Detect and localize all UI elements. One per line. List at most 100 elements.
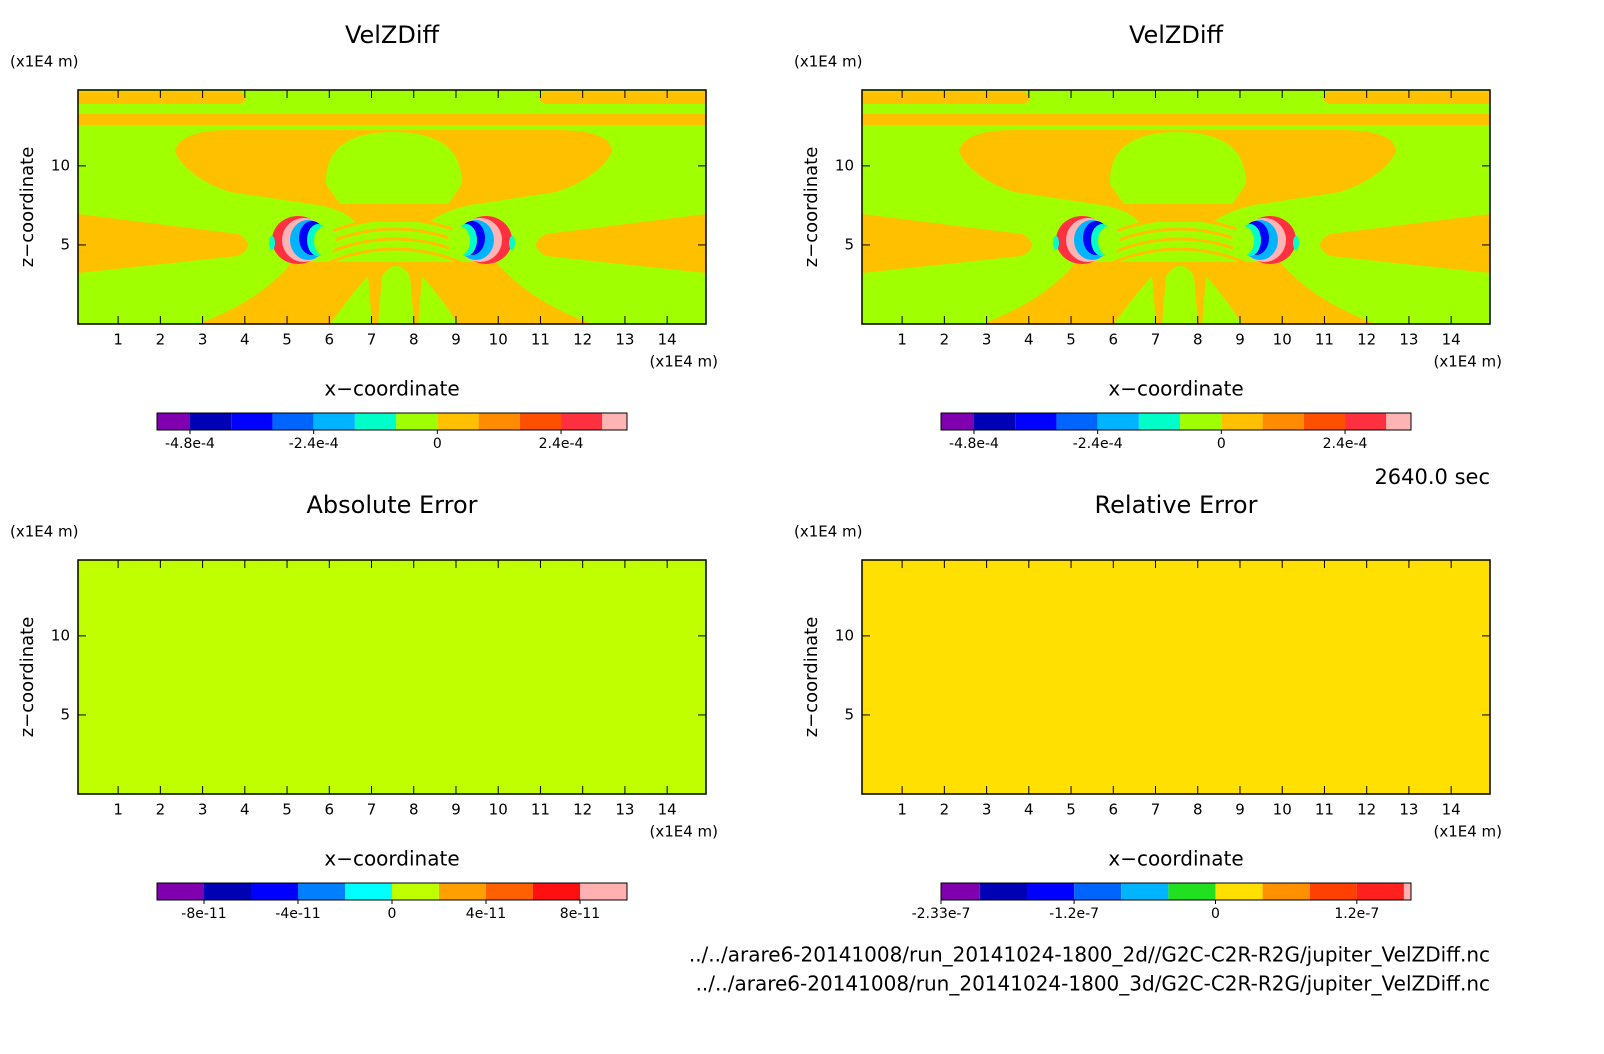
contour-line xyxy=(329,217,461,234)
y-unit: (x1E4 m) xyxy=(794,523,863,541)
contour-region xyxy=(1232,226,1254,256)
contour-region xyxy=(1114,276,1156,324)
contour-region xyxy=(448,226,470,256)
colorbar-box xyxy=(157,413,190,430)
colorbar-box xyxy=(602,413,627,430)
colorbar-box xyxy=(1303,413,1346,430)
x-tick-label: 8 xyxy=(1193,801,1203,819)
contour-region xyxy=(1053,236,1059,250)
contour-region xyxy=(862,92,1030,104)
x-tick-label: 1 xyxy=(897,331,907,349)
x-axis-label: x−coordinate xyxy=(324,847,459,871)
contour-region xyxy=(1202,276,1242,324)
colorbar-box xyxy=(1121,883,1169,900)
contour-region xyxy=(78,92,246,104)
contour-region xyxy=(418,276,458,324)
contour-field xyxy=(862,90,1490,324)
contour-line xyxy=(329,247,461,264)
x-tick-label: 14 xyxy=(1442,801,1461,819)
y-axis-label: z−coordinate xyxy=(17,147,38,268)
y-axis-label: z−coordinate xyxy=(17,617,38,738)
x-tick-label: 6 xyxy=(325,331,335,349)
colorbar-frame xyxy=(156,412,628,431)
time-label: 2640.0 sec xyxy=(1374,465,1490,489)
contour-line xyxy=(329,227,461,244)
colorbar-box xyxy=(204,883,251,900)
contour-field xyxy=(862,560,1490,794)
x-tick-label: 7 xyxy=(367,331,377,349)
x-tick-label: 6 xyxy=(1109,331,1119,349)
chart-title: Absolute Error xyxy=(306,491,477,519)
y-tick-label: 10 xyxy=(835,626,854,644)
x-tick-label: 7 xyxy=(367,801,377,819)
colorbar-box xyxy=(298,883,345,900)
chart-title: VelZDiff xyxy=(345,21,440,49)
y-axis-label: z−coordinate xyxy=(801,147,822,268)
x-tick-label: 1 xyxy=(897,801,907,819)
colorbar-tick-label: 8e-11 xyxy=(560,906,600,922)
colorbar-box xyxy=(354,413,397,430)
contour-region xyxy=(330,276,372,324)
contour-line xyxy=(1113,247,1245,264)
colorbar-box xyxy=(1138,413,1181,430)
contour-region xyxy=(78,214,248,273)
contour-region xyxy=(325,132,462,204)
x-unit: (x1E4 m) xyxy=(649,823,718,841)
colorbar-tick-label: -8e-11 xyxy=(181,906,226,922)
x-tick-label: 3 xyxy=(198,331,208,349)
contour-region xyxy=(862,114,1490,125)
x-tick-label: 11 xyxy=(1315,331,1334,349)
x-tick-label: 9 xyxy=(1235,801,1245,819)
y-axis-label: z−coordinate xyxy=(801,617,822,738)
colorbar-box xyxy=(251,883,298,900)
colorbar-box xyxy=(1403,883,1411,900)
x-axis-label: x−coordinate xyxy=(1108,847,1243,871)
x-tick-label: 8 xyxy=(409,801,419,819)
x-tick-label: 12 xyxy=(1357,801,1376,819)
x-tick-label: 14 xyxy=(1442,331,1461,349)
colorbar-box xyxy=(1215,883,1263,900)
colorbar-box xyxy=(1262,883,1310,900)
colorbar-tick-label: -4.8e-4 xyxy=(949,436,999,452)
contour-region xyxy=(536,214,706,273)
x-axis-label: x−coordinate xyxy=(1108,377,1243,401)
contour-region xyxy=(509,236,515,250)
plot-frame xyxy=(77,559,707,795)
colorbar-box xyxy=(437,413,479,430)
colorbar-box xyxy=(272,413,314,430)
colorbar-tick-label: -2.4e-4 xyxy=(1073,436,1123,452)
x-tick-label: 11 xyxy=(531,331,550,349)
file-path: ../../arare6-20141008/run_20141024-1800_… xyxy=(696,972,1490,996)
x-tick-label: 10 xyxy=(1273,801,1292,819)
contour-region xyxy=(1162,266,1198,324)
x-tick-label: 2 xyxy=(940,331,950,349)
y-tick-label: 10 xyxy=(51,626,70,644)
contour-region xyxy=(1098,226,1120,256)
colorbar-box xyxy=(157,883,204,900)
x-tick-label: 4 xyxy=(240,331,250,349)
x-tick-label: 6 xyxy=(1109,801,1119,819)
colorbar-box xyxy=(1309,883,1357,900)
x-tick-label: 9 xyxy=(451,801,461,819)
x-tick-label: 9 xyxy=(1235,331,1245,349)
x-tick-label: 1 xyxy=(113,801,123,819)
colorbar-tick-label: 2.4e-4 xyxy=(1323,436,1368,452)
colorbar-box xyxy=(580,883,627,900)
x-tick-label: 5 xyxy=(1066,331,1076,349)
x-tick-label: 4 xyxy=(1024,801,1034,819)
x-tick-label: 3 xyxy=(198,801,208,819)
y-tick-label: 5 xyxy=(844,705,854,723)
x-tick-label: 10 xyxy=(489,331,508,349)
x-tick-label: 14 xyxy=(658,331,677,349)
x-tick-label: 14 xyxy=(658,801,677,819)
contour-region xyxy=(862,214,1032,273)
colorbar-box xyxy=(1097,413,1139,430)
x-tick-label: 13 xyxy=(615,331,634,349)
colorbar-box xyxy=(189,413,232,430)
colorbar-box xyxy=(1262,413,1304,430)
colorbar-box xyxy=(1180,413,1222,430)
colorbar-tick-label: 1.2e-7 xyxy=(1334,906,1379,922)
x-tick-label: 8 xyxy=(409,331,419,349)
x-tick-label: 13 xyxy=(1399,331,1418,349)
contour-line xyxy=(1113,237,1245,254)
